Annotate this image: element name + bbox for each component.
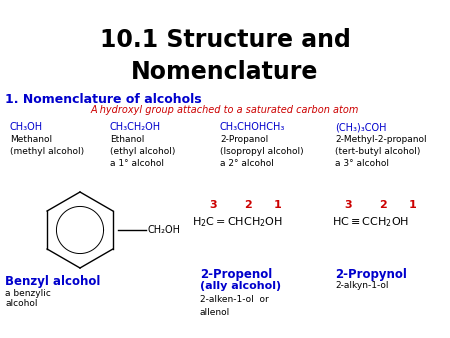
Text: Methanol: Methanol (10, 135, 52, 144)
Text: (tert-butyl alcohol): (tert-butyl alcohol) (335, 147, 420, 156)
Text: 2-Propynol: 2-Propynol (335, 268, 407, 281)
Text: 2-alken-1-ol  or: 2-alken-1-ol or (200, 295, 269, 304)
Text: Benzyl alcohol: Benzyl alcohol (5, 275, 100, 288)
Text: 2: 2 (244, 200, 252, 210)
Text: 2-Propanol: 2-Propanol (220, 135, 268, 144)
Text: H$_2$C$=$CHCH$_2$OH: H$_2$C$=$CHCH$_2$OH (192, 215, 283, 229)
Text: (Isopropyl alcohol): (Isopropyl alcohol) (220, 147, 304, 156)
Text: a 2° alcohol: a 2° alcohol (220, 159, 274, 168)
Text: 1: 1 (409, 200, 417, 210)
Text: Nomenclature: Nomenclature (131, 60, 319, 84)
Text: 2-alkyn-1-ol: 2-alkyn-1-ol (335, 281, 388, 290)
Text: 2: 2 (379, 200, 387, 210)
Text: Ethanol: Ethanol (110, 135, 144, 144)
Text: 1. Nomenclature of alcohols: 1. Nomenclature of alcohols (5, 93, 202, 106)
Text: 2-Methyl-2-propanol: 2-Methyl-2-propanol (335, 135, 427, 144)
Text: (ally alcohol): (ally alcohol) (200, 281, 281, 291)
Text: allenol: allenol (200, 308, 230, 317)
Text: (methyl alcohol): (methyl alcohol) (10, 147, 84, 156)
Text: CH₃CH₂OH: CH₃CH₂OH (110, 122, 161, 132)
Text: CH₃OH: CH₃OH (10, 122, 43, 132)
Text: (CH₃)₃COH: (CH₃)₃COH (335, 122, 387, 132)
Text: 3: 3 (344, 200, 352, 210)
Text: CH₃CHOHCH₃: CH₃CHOHCH₃ (220, 122, 285, 132)
Text: a 3° alcohol: a 3° alcohol (335, 159, 389, 168)
Text: 1: 1 (274, 200, 282, 210)
Text: A hydroxyl group attached to a saturated carbon atom: A hydroxyl group attached to a saturated… (91, 105, 359, 115)
Text: a benzylic
alcohol: a benzylic alcohol (5, 289, 51, 308)
Text: HC$\equiv$CCH$_2$OH: HC$\equiv$CCH$_2$OH (332, 215, 409, 229)
Text: CH₂OH: CH₂OH (148, 225, 181, 235)
Text: 3: 3 (209, 200, 217, 210)
Text: (ethyl alcohol): (ethyl alcohol) (110, 147, 176, 156)
Text: a 1° alcohol: a 1° alcohol (110, 159, 164, 168)
Text: 10.1 Structure and: 10.1 Structure and (99, 28, 351, 52)
Text: 2-Propenol: 2-Propenol (200, 268, 272, 281)
